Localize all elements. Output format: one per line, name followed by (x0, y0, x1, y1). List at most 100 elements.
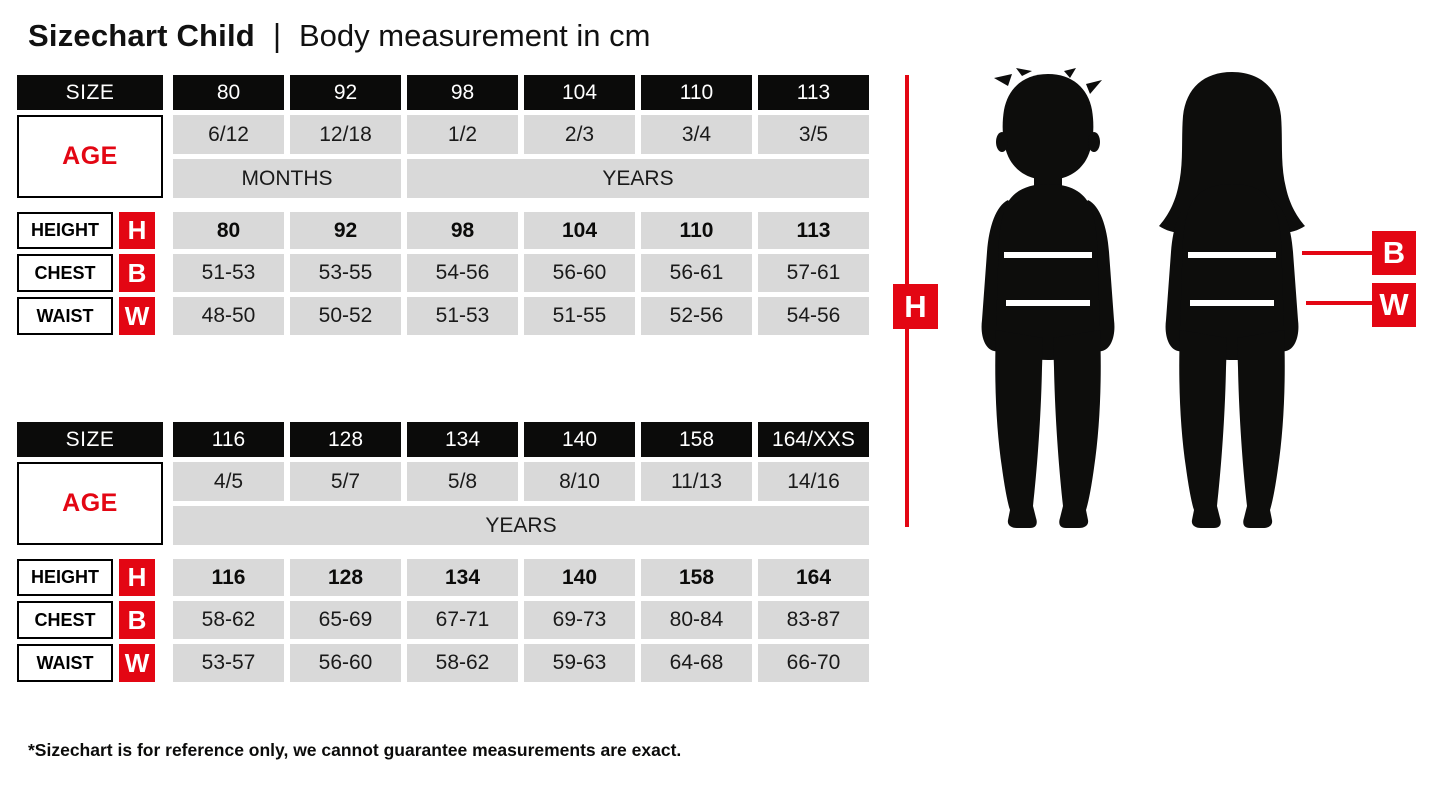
size-table-small: SIZE 80 92 98 104 110 113 AGE 6/12 12/18… (17, 75, 869, 335)
waist-cell: 51-53 (407, 297, 518, 335)
chest-cell: 57-61 (758, 254, 869, 292)
waist-cell: 59-63 (524, 644, 635, 682)
chest-marker: B (1372, 231, 1416, 275)
waist-cell: 66-70 (758, 644, 869, 682)
title-separator: | (272, 17, 281, 54)
waist-row-label-group: WAIST W (17, 644, 167, 682)
height-cell: 80 (173, 212, 284, 249)
age-cell: 11/13 (641, 462, 752, 501)
age-cell: 3/4 (641, 115, 752, 154)
chest-measure-line (1302, 251, 1374, 255)
waist-cell: 54-56 (758, 297, 869, 335)
size-header-cell: 140 (524, 422, 635, 457)
chest-cell: 54-56 (407, 254, 518, 292)
chest-letter-badge: B (119, 601, 155, 639)
size-header-cell: 104 (524, 75, 635, 110)
girl-waist-line (1190, 300, 1274, 306)
boy-chest-line (1004, 252, 1092, 258)
table-gap (17, 203, 869, 207)
age-cell: 2/3 (524, 115, 635, 154)
girl-silhouette (1159, 72, 1305, 528)
waist-cell: 52-56 (641, 297, 752, 335)
waist-cell: 58-62 (407, 644, 518, 682)
unit-cell-months: MONTHS (173, 159, 401, 198)
size-header-cell: 158 (641, 422, 752, 457)
waist-cell: 56-60 (290, 644, 401, 682)
chest-cell: 80-84 (641, 601, 752, 639)
height-cell: 116 (173, 559, 284, 596)
age-cell: 5/7 (290, 462, 401, 501)
size-header-cell: 92 (290, 75, 401, 110)
waist-cell: 51-55 (524, 297, 635, 335)
chest-cell: 56-61 (641, 254, 752, 292)
height-row-label: HEIGHT (17, 212, 113, 249)
height-cell: 128 (290, 559, 401, 596)
size-header-cell: 80 (173, 75, 284, 110)
unit-cell-years: YEARS (407, 159, 869, 198)
size-header-cell: 134 (407, 422, 518, 457)
age-cell: 1/2 (407, 115, 518, 154)
height-letter-badge: H (119, 559, 155, 596)
waist-marker: W (1372, 283, 1416, 327)
height-letter-badge: H (119, 212, 155, 249)
height-row-label-group: HEIGHT H (17, 559, 167, 596)
waist-letter-badge: W (119, 297, 155, 335)
chest-row-label-group: CHEST B (17, 254, 167, 292)
height-cell: 113 (758, 212, 869, 249)
age-cell: 5/8 (407, 462, 518, 501)
waist-row-label-group: WAIST W (17, 297, 167, 335)
height-cell: 104 (524, 212, 635, 249)
height-cell: 164 (758, 559, 869, 596)
age-cell: 12/18 (290, 115, 401, 154)
size-header-cell: 116 (173, 422, 284, 457)
waist-cell: 48-50 (173, 297, 284, 335)
waist-cell: 53-57 (173, 644, 284, 682)
page-header: Sizechart Child | Body measurement in cm (28, 17, 650, 54)
chest-cell: 58-62 (173, 601, 284, 639)
height-marker: H (893, 284, 938, 329)
chest-row-label: CHEST (17, 601, 113, 639)
age-cell: 8/10 (524, 462, 635, 501)
chest-cell: 53-55 (290, 254, 401, 292)
chest-letter-badge: B (119, 254, 155, 292)
height-cell: 110 (641, 212, 752, 249)
boy-waist-line (1006, 300, 1090, 306)
waist-measure-line (1306, 301, 1374, 305)
age-cell: 3/5 (758, 115, 869, 154)
waist-row-label: WAIST (17, 644, 113, 682)
size-row-label: SIZE (17, 422, 163, 457)
size-header-cell: 98 (407, 75, 518, 110)
page-title: Sizechart Child (28, 18, 255, 53)
size-header-cell: 113 (758, 75, 869, 110)
size-header-cell: 164/XXS (758, 422, 869, 457)
chest-cell: 67-71 (407, 601, 518, 639)
waist-letter-badge: W (119, 644, 155, 682)
height-row-label-group: HEIGHT H (17, 212, 167, 249)
chest-cell: 83-87 (758, 601, 869, 639)
footnote: *Sizechart is for reference only, we can… (28, 740, 682, 760)
age-cell: 4/5 (173, 462, 284, 501)
waist-row-label: WAIST (17, 297, 113, 335)
size-row-label: SIZE (17, 75, 163, 110)
chest-cell: 51-53 (173, 254, 284, 292)
age-row-label: AGE (17, 462, 163, 545)
waist-cell: 50-52 (290, 297, 401, 335)
unit-cell-years: YEARS (173, 506, 869, 545)
chest-row-label: CHEST (17, 254, 113, 292)
chest-cell: 69-73 (524, 601, 635, 639)
girl-chest-line (1188, 252, 1276, 258)
height-row-label: HEIGHT (17, 559, 113, 596)
height-cell: 134 (407, 559, 518, 596)
size-header-cell: 110 (641, 75, 752, 110)
age-cell: 14/16 (758, 462, 869, 501)
boy-silhouette (981, 68, 1115, 528)
table-gap (17, 550, 869, 554)
chest-cell: 65-69 (290, 601, 401, 639)
size-header-cell: 128 (290, 422, 401, 457)
size-table-large: SIZE 116 128 134 140 158 164/XXS AGE 4/5… (17, 422, 869, 682)
age-row-label: AGE (17, 115, 163, 198)
waist-cell: 64-68 (641, 644, 752, 682)
chest-row-label-group: CHEST B (17, 601, 167, 639)
height-cell: 92 (290, 212, 401, 249)
height-cell: 98 (407, 212, 518, 249)
